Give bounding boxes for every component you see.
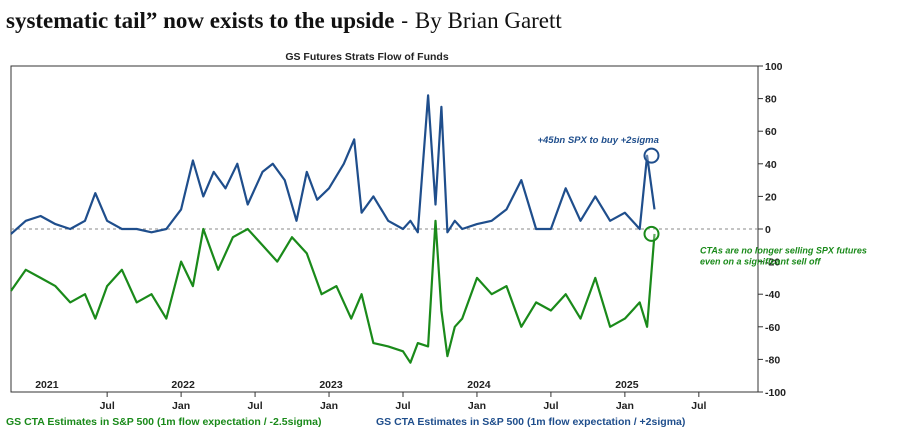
x-tick-label: Jan xyxy=(172,400,190,412)
series-layer xyxy=(10,94,656,364)
y-tick-label: -100 xyxy=(765,387,786,399)
article-headline: systematic tail” now exists to the upsid… xyxy=(6,8,562,34)
y-tick-label: 80 xyxy=(765,94,777,106)
year-label: 2024 xyxy=(467,379,491,391)
annotation-cta-line1: CTAs are no longer selling SPX futures xyxy=(700,245,867,255)
legend-entry-green: GS CTA Estimates in S&P 500 (1m flow exp… xyxy=(6,416,321,428)
y-tick-label: -60 xyxy=(765,322,780,334)
annotation-cta-line2: even on a significant sell off xyxy=(700,256,821,266)
y-tick-label: 100 xyxy=(765,61,783,73)
endpoint-marker xyxy=(643,147,660,164)
x-tick-label: Jul xyxy=(247,400,262,412)
legend-entry-blue: GS CTA Estimates in S&P 500 (1m flow exp… xyxy=(376,416,685,428)
x-tick-label: Jul xyxy=(100,400,115,412)
marker-layer xyxy=(643,147,660,242)
series-line-0 xyxy=(10,219,656,364)
y-axis: 100 80 60 40 20 0 -20 -40 -60 -80 -100 xyxy=(758,61,786,399)
y-tick-label: 0 xyxy=(765,224,771,236)
year-label: 2025 xyxy=(615,379,639,391)
year-label: 2022 xyxy=(171,379,195,391)
annotation-layer: +45bn SPX to buy +2sigma CTAs are no long… xyxy=(537,135,866,266)
y-tick-label: -20 xyxy=(765,257,780,269)
y-tick-label: 60 xyxy=(765,126,777,138)
x-axis: 2021 2022 2023 2024 2025 Jul Jan Jul Jan Jul Jan Ju… xyxy=(35,379,706,412)
y-tick-label: 40 xyxy=(765,159,777,171)
year-label: 2023 xyxy=(319,379,343,391)
series-line-1 xyxy=(10,94,656,235)
headline-separator: - xyxy=(394,9,415,33)
x-tick-label: Jul xyxy=(395,400,410,412)
headline-text: systematic tail” now exists to the upsid… xyxy=(6,8,395,33)
y-tick-label: -80 xyxy=(765,354,780,366)
chart-title: GS Futures Strats Flow of Funds xyxy=(285,51,449,63)
annotation-upside: +45bn SPX to buy +2sigma xyxy=(537,135,658,146)
x-tick-label: Jan xyxy=(616,400,634,412)
x-tick-label: Jan xyxy=(320,400,338,412)
x-tick-label: Jul xyxy=(691,400,706,412)
y-tick-label: 20 xyxy=(765,191,777,203)
endpoint-marker xyxy=(643,225,660,242)
y-tick-label: -40 xyxy=(765,289,780,301)
legend: GS CTA Estimates in S&P 500 (1m flow exp… xyxy=(6,416,685,428)
x-tick-label: Jan xyxy=(468,400,486,412)
headline-author: By Brian Garett xyxy=(414,8,562,33)
year-label: 2021 xyxy=(35,379,59,391)
x-tick-label: Jul xyxy=(543,400,558,412)
